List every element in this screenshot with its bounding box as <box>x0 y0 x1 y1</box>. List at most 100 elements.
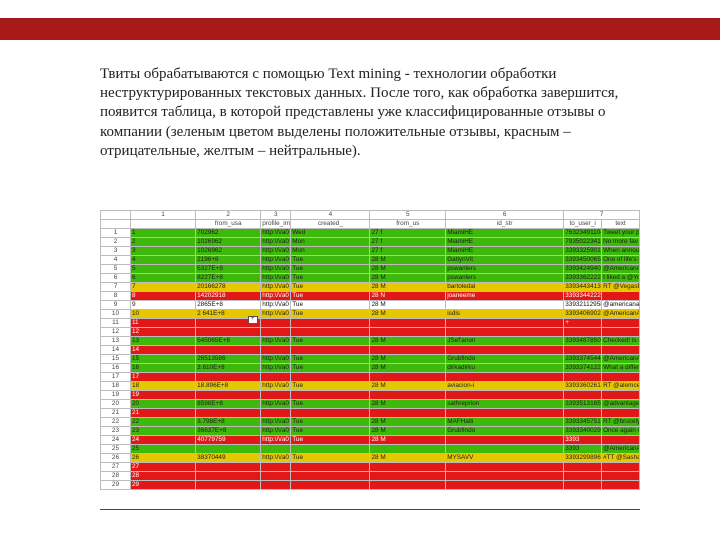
table-cell: 21 <box>130 409 195 418</box>
table-cell: Grubfindo <box>446 355 564 364</box>
table-row: 30305845242http:\/\/a0Tue28 Mavflex33932… <box>101 490 640 491</box>
row-number: 6 <box>101 274 131 283</box>
table-cell <box>602 328 640 337</box>
table-cell: RT @alemce; @Avianca @AmericanAir @aviac… <box>602 382 640 391</box>
table-cell: Tue <box>291 301 370 310</box>
table-cell: Mon <box>291 247 370 256</box>
table-row: 1313545065E+8http:\/\/a0Tue28 MJSef'anon… <box>101 337 640 346</box>
table-cell: 27 <box>130 463 195 472</box>
table-cell: 3 <box>130 247 195 256</box>
table-cell: http:\/\/a0 <box>261 436 291 445</box>
table-cell: avflex <box>446 490 564 491</box>
table-cell: Tue <box>291 490 370 491</box>
table-cell <box>564 463 602 472</box>
table-cell: 1 <box>130 229 195 238</box>
table-cell: 3.798E+8 <box>196 418 261 427</box>
row-number: 10 <box>101 310 131 319</box>
table-row: 151526513586http:\/\/a0Tue28 MGrubfindo3… <box>101 355 640 364</box>
table-cell <box>370 373 446 382</box>
table-cell: 9 <box>130 301 195 310</box>
table-cell: joaneeme <box>446 292 564 301</box>
table-cell: 28 M <box>370 301 446 310</box>
table-cell <box>261 391 291 400</box>
table-cell: http:\/\/a0 <box>261 382 291 391</box>
table-cell: + <box>564 319 602 328</box>
table-row: 555327E+8http:\/\/a0Tue28 Mpswanlers3393… <box>101 265 640 274</box>
table-cell: 25 <box>130 445 195 454</box>
table-cell <box>602 319 640 328</box>
table-cell: 18 <box>130 382 195 391</box>
table-row: 232336637E+8http:\/\/a0Tue28 MGrubfindo3… <box>101 427 640 436</box>
row-number: 29 <box>101 481 131 490</box>
table-cell: http:\/\/a0 <box>261 337 291 346</box>
table-cell <box>370 328 446 337</box>
row-number: 18 <box>101 382 131 391</box>
table-header: 1 2 3 4 5 6 7 from_usa profile_im create… <box>101 211 640 229</box>
table-cell <box>446 391 564 400</box>
table-cell: 7632349110407153 <box>564 229 602 238</box>
table-cell: 3393360261467832E <box>564 382 602 391</box>
table-cell: MiamiHE <box>446 229 564 238</box>
table-cell: What a difference a few thousand feet ma… <box>602 364 640 373</box>
table-row: 1717 <box>101 373 640 382</box>
table-row: 221026962http:\/\/a0Mon27 fMiamiHE793502… <box>101 238 640 247</box>
table-cell: JSef'anon <box>446 337 564 346</box>
table-cell: Tue <box>291 382 370 391</box>
hdr-idstr: id_str <box>446 220 564 229</box>
table-cell: 8 <box>130 292 195 301</box>
table-row: 7720166278http:\/\/a0Tue28 Mbartoledal33… <box>101 283 640 292</box>
table-cell: RT @brucely; @AmericanAir are flights to… <box>602 418 640 427</box>
table-cell: Tue <box>291 436 370 445</box>
row-number: 23 <box>101 427 131 436</box>
table-cell <box>291 373 370 382</box>
table-cell: sathreprion <box>446 400 564 409</box>
col-num-6: 6 <box>446 211 564 220</box>
table-cell: 2196+8 <box>196 256 261 265</box>
table-cell: Tue <box>291 310 370 319</box>
table-cell <box>291 319 370 328</box>
table-cell <box>261 481 291 490</box>
hdr-text: text <box>602 220 640 229</box>
row-number: 1 <box>101 229 131 238</box>
table-cell: 3393345751211210C <box>564 418 602 427</box>
table-cell <box>196 391 261 400</box>
table-cell: http:\/\/a0 <box>261 229 291 238</box>
table-cell: http:\/\/a0 <box>261 400 291 409</box>
table-cell: I liked a @YouTube video from @americana… <box>602 274 640 283</box>
table-cell: http:\/\/a0 <box>261 247 291 256</box>
col-header-blank <box>101 211 131 220</box>
table-row: 442196+8http:\/\/a0Tue28 MGatlynVit33934… <box>101 256 640 265</box>
table-cell: 3393487850353707E <box>564 337 602 346</box>
table-cell <box>196 445 261 454</box>
hdr-created: created_ <box>291 220 370 229</box>
table-row: 2121 <box>101 409 640 418</box>
table-cell <box>370 391 446 400</box>
table-cell <box>261 463 291 472</box>
table-cell: 3393299896542829E <box>564 454 602 463</box>
table-row: 11702962http:\/\/a0Wed27 fMiamiHE7632349… <box>101 229 640 238</box>
table-cell: http:\/\/a0 <box>261 355 291 364</box>
table-cell: 14202918 <box>196 292 261 301</box>
table-cell: 28 M <box>370 274 446 283</box>
row-number: 3 <box>101 247 131 256</box>
table-cell: 3.610E+8 <box>196 364 261 373</box>
table-cell: 24 <box>130 436 195 445</box>
table-cell: http:\/\/a0 <box>261 292 291 301</box>
table-cell <box>291 481 370 490</box>
table-cell: http:\/\/a0 <box>261 265 291 274</box>
table-cell: Checked! is ready to depart, so far RSW … <box>602 337 640 346</box>
table-cell <box>261 409 291 418</box>
hdr-id <box>130 220 195 229</box>
col-num-7: 7 <box>564 211 640 220</box>
table-cell: 3393450065987857l <box>564 256 602 265</box>
table-cell <box>196 463 261 472</box>
table-cell <box>261 445 291 454</box>
table-cell: 40779759 <box>196 436 261 445</box>
table-cell <box>446 463 564 472</box>
table-cell: 8227E+8 <box>196 274 261 283</box>
table-cell: @DavePaulkner, it's hard to work digitia… <box>602 490 640 491</box>
table-cell: http:\/\/a0 <box>261 274 291 283</box>
table-cell <box>602 436 640 445</box>
table-cell <box>370 481 446 490</box>
row-number: 4 <box>101 256 131 265</box>
